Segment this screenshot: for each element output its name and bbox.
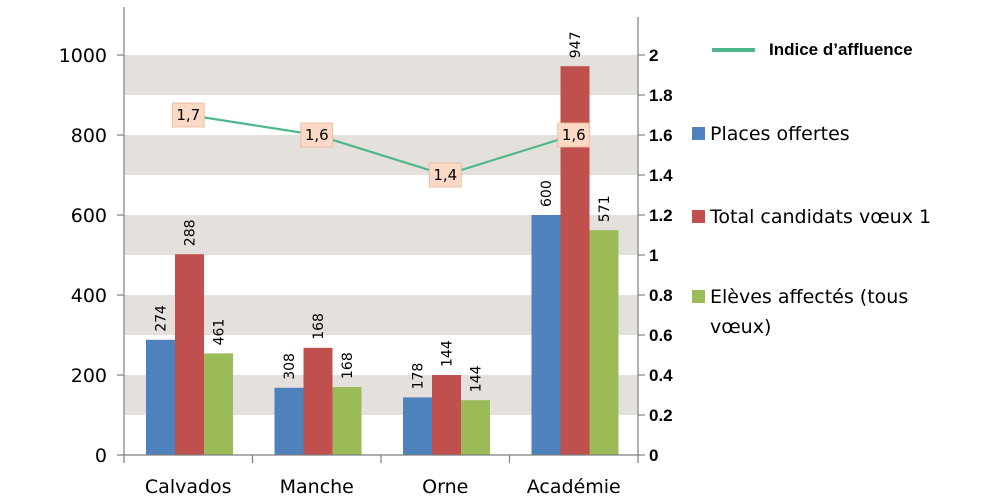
bar bbox=[432, 375, 461, 455]
bar-value-label: 168 bbox=[311, 313, 327, 340]
bar bbox=[146, 339, 175, 455]
line-point-label-box bbox=[300, 122, 334, 148]
bar bbox=[175, 254, 204, 455]
right-tick-label: 1 bbox=[649, 246, 658, 265]
right-tick-label: 0.2 bbox=[649, 406, 673, 425]
right-tick-label: 0.6 bbox=[649, 326, 673, 345]
bar-value-label: 274 bbox=[154, 305, 170, 332]
category-label: Orne bbox=[422, 476, 468, 498]
legend-line-label: Indice d’affluence bbox=[769, 40, 913, 59]
line-point-label: 1,6 bbox=[562, 126, 586, 144]
bar bbox=[332, 387, 362, 455]
left-tick-label: 200 bbox=[71, 365, 107, 387]
bar-value-label: 168 bbox=[340, 352, 356, 379]
left-tick-label: 1000 bbox=[59, 45, 107, 67]
line-point-label: 1,4 bbox=[433, 166, 457, 184]
right-tick-label: 0.8 bbox=[649, 286, 673, 305]
legend-swatch bbox=[692, 290, 705, 303]
line-point-label: 1,6 bbox=[305, 126, 329, 144]
bar-value-label: 947 bbox=[568, 31, 584, 58]
legend-swatch bbox=[692, 210, 705, 223]
right-tick-label: 1.2 bbox=[649, 206, 673, 225]
axes bbox=[123, 7, 639, 463]
bar bbox=[204, 353, 233, 455]
left-tick-label: 0 bbox=[95, 445, 107, 467]
left-tick-label: 400 bbox=[71, 285, 107, 307]
line-point-label-box bbox=[171, 102, 205, 128]
legend-label: Total candidats vœux 1 bbox=[709, 206, 931, 228]
bar bbox=[461, 400, 490, 455]
right-tick-label: 0.4 bbox=[649, 366, 673, 385]
bar bbox=[303, 347, 333, 455]
right-tick-label: 1.6 bbox=[649, 126, 673, 145]
bar bbox=[589, 230, 619, 455]
category-label: Manche bbox=[280, 476, 354, 498]
bar-value-label: 178 bbox=[411, 363, 427, 390]
legend-label: Places offertes bbox=[710, 123, 850, 145]
line-series: 1,7 1,6 1,4 1,6 bbox=[171, 102, 591, 188]
line-point-label: 1,7 bbox=[176, 106, 200, 124]
left-axis-ticks: 0 200 400 600 800 1000 bbox=[59, 45, 124, 467]
right-tick-label: 1.8 bbox=[649, 86, 673, 105]
category-label: Calvados bbox=[145, 476, 232, 498]
bar-value-label: 571 bbox=[597, 195, 613, 222]
right-axis-ticks: 0 0.2 0.4 0.6 0.8 1 1.2 1.4 1.6 1.8 2 bbox=[638, 46, 673, 465]
legend-swatch bbox=[692, 127, 705, 140]
bar-value-label: 144 bbox=[440, 340, 456, 367]
bar-value-label: 308 bbox=[282, 353, 298, 380]
left-tick-label: 800 bbox=[71, 125, 107, 147]
bar-value-label: 461 bbox=[212, 319, 228, 346]
line-point-label-box bbox=[557, 122, 591, 148]
bar bbox=[531, 215, 561, 455]
left-tick-label: 600 bbox=[71, 205, 107, 227]
right-tick-label: 1.4 bbox=[649, 166, 673, 185]
line-point-label-box bbox=[428, 162, 462, 188]
bar-labels: 274 288 461 308 168 168 178 144 144 600 947 571 bbox=[154, 31, 614, 392]
legend: Indice d’affluence Places offertes Total c… bbox=[692, 40, 931, 338]
right-tick-label: 2 bbox=[649, 46, 658, 65]
grid-band bbox=[124, 55, 638, 95]
bar-value-label: 144 bbox=[469, 365, 485, 392]
category-label: Académie bbox=[527, 476, 621, 498]
bar bbox=[403, 397, 432, 455]
bar bbox=[274, 387, 304, 455]
bar-value-label: 288 bbox=[183, 219, 199, 246]
legend-label: Elèves affectés (tous vœux) bbox=[710, 286, 908, 338]
right-tick-label: 0 bbox=[649, 446, 658, 465]
bars bbox=[146, 66, 619, 455]
affluence-line bbox=[188, 113, 575, 177]
category-labels: Calvados Manche Orne Académie bbox=[145, 476, 621, 498]
bar-value-label: 600 bbox=[539, 180, 555, 207]
